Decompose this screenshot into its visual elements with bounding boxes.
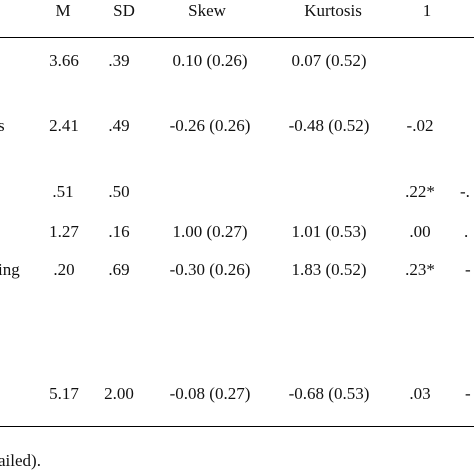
cell-m: 1.27 xyxy=(49,222,79,241)
cell-m: 5.17 xyxy=(49,384,79,403)
cell-skew: -0.08 (0.27) xyxy=(169,384,251,403)
cell-skew: -0.26 (0.26) xyxy=(169,116,251,135)
header-m: M xyxy=(55,1,71,20)
cell-sd: .50 xyxy=(108,182,130,201)
header-rule xyxy=(0,37,474,38)
bottom-rule xyxy=(0,426,474,427)
cell-kurtosis: -0.48 (0.52) xyxy=(288,116,370,135)
cell-skew: 0.10 (0.26) xyxy=(172,51,248,70)
cell-sd: .16 xyxy=(108,222,130,241)
header-skew: Skew xyxy=(188,1,226,20)
cell-sd: 2.00 xyxy=(104,384,134,403)
header-col-1: 1 xyxy=(422,1,432,20)
cell-kurtosis: 1.01 (0.53) xyxy=(291,222,367,241)
cell-col-1: -.02 xyxy=(406,116,434,135)
cell-col-2: - xyxy=(465,260,471,279)
cell-col-2: - xyxy=(465,384,471,403)
cell-skew: 1.00 (0.27) xyxy=(172,222,248,241)
row-label: s xyxy=(0,116,5,135)
cell-kurtosis: -0.68 (0.53) xyxy=(288,384,370,403)
cell-col-1: .00 xyxy=(409,222,431,241)
cell-sd: .39 xyxy=(108,51,130,70)
cell-skew: -0.30 (0.26) xyxy=(169,260,251,279)
cell-col-2: -. xyxy=(460,182,470,201)
cell-m: .51 xyxy=(52,182,74,201)
cell-col-1: .22* xyxy=(405,182,435,201)
header-kurtosis: Kurtosis xyxy=(304,1,362,20)
cell-kurtosis: 1.83 (0.52) xyxy=(291,260,367,279)
cell-sd: .49 xyxy=(108,116,130,135)
table-note: ailed). xyxy=(0,451,41,470)
cell-col-2: . xyxy=(464,222,469,241)
cell-m: 3.66 xyxy=(49,51,79,70)
row-label: ing xyxy=(0,260,20,279)
cell-sd: .69 xyxy=(108,260,130,279)
cell-m: .20 xyxy=(53,260,75,279)
cell-m: 2.41 xyxy=(49,116,79,135)
cell-col-1: .03 xyxy=(409,384,431,403)
cell-col-1: .23* xyxy=(405,260,435,279)
header-sd: SD xyxy=(113,1,135,20)
cell-kurtosis: 0.07 (0.52) xyxy=(291,51,367,70)
